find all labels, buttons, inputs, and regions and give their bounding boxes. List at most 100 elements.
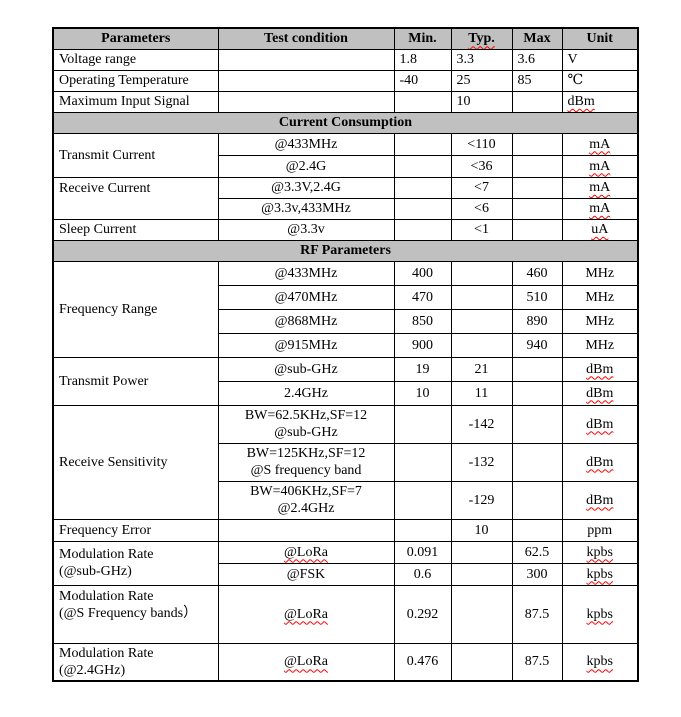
- table-cell: [393, 442, 452, 482]
- cell-text: @470MHz: [274, 289, 338, 305]
- cell-text: ppm: [587, 522, 613, 538]
- cell-text: -132: [468, 454, 495, 470]
- cell-text: @433MHz: [274, 136, 338, 152]
- column-header: Max: [511, 27, 563, 50]
- table-cell: @3.3V,2.4G: [217, 176, 395, 199]
- table-cell: 3.6: [511, 48, 563, 71]
- table-cell: mA: [561, 132, 639, 156]
- table-row: @915MHz 900 940 MHz: [53, 332, 639, 358]
- table-cell: Frequency Error: [52, 518, 219, 542]
- cell-text: 11: [474, 385, 489, 401]
- table-cell: @LoRa: [217, 584, 395, 644]
- table-cell: @FSK: [217, 562, 395, 586]
- table-cell: Modulation Rate (@2.4GHz): [52, 642, 219, 682]
- table-cell: [450, 642, 513, 682]
- column-header-label: Max: [523, 31, 551, 47]
- cell-text: MHz: [585, 313, 615, 329]
- table-row: @FSK 0.6 300 kpbs: [53, 562, 639, 586]
- table-cell: Transmit Current: [52, 132, 219, 178]
- table-cell: kpbs: [561, 642, 639, 682]
- table-cell: 890: [511, 308, 563, 334]
- cell-text: -129: [468, 492, 495, 508]
- table-cell: [450, 260, 513, 286]
- table-cell: Operating Temperature: [52, 69, 219, 92]
- table-cell: [393, 132, 452, 156]
- table-cell: Modulation Rate (@sub-GHz): [52, 540, 219, 586]
- table-cell: 2.4GHz: [217, 380, 395, 406]
- table-cell: Voltage range: [52, 48, 219, 71]
- table-cell: mA: [561, 154, 639, 178]
- cell-text: 85: [517, 73, 532, 88]
- cell-text: 87.5: [524, 654, 550, 670]
- cell-text: dBm: [586, 454, 614, 470]
- table-cell: Receive Sensitivity: [52, 404, 219, 520]
- table-cell: MHz: [561, 332, 639, 358]
- cell-text: <1: [474, 222, 489, 237]
- cell-text: 940: [526, 337, 548, 353]
- table-cell: [393, 480, 452, 520]
- cell-text: 19: [415, 361, 430, 377]
- table-cell: Receive Current: [52, 176, 219, 220]
- table-cell: 19: [393, 356, 452, 382]
- table-row: Transmit Current @433MHz <110 mA: [52, 132, 639, 178]
- cell-text: @915MHz: [274, 337, 338, 353]
- cell-text: <6: [474, 201, 489, 216]
- table-row: @3.3v,433MHz <6 mA: [53, 197, 639, 220]
- table-row: Frequency Range @433MHz 400 460 MHz: [52, 260, 639, 358]
- cell-text: @433MHz: [274, 265, 338, 281]
- cell-text: BW=125KHz,SF=12 @S frequency band: [246, 446, 366, 478]
- section-row: RF Parameters: [52, 239, 639, 262]
- cell-text: Frequency Error: [59, 522, 152, 538]
- table-cell: Maximum Input Signal: [52, 90, 219, 113]
- table-row: BW=125KHz,SF=12 @S frequency band -132 dBm: [53, 442, 639, 482]
- table-cell: [393, 176, 452, 199]
- table-cell: <110: [450, 132, 513, 156]
- table-cell: 10: [450, 518, 513, 542]
- table-cell: [450, 562, 513, 586]
- table-cell: [511, 404, 563, 444]
- table-cell: BW=125KHz,SF=12 @S frequency band: [217, 442, 395, 482]
- table-cell: dBm: [561, 380, 639, 406]
- table-cell: -129: [450, 480, 513, 520]
- cell-text: kpbs: [586, 654, 613, 670]
- table-cell: [217, 48, 395, 71]
- table-cell: 0.6: [393, 562, 452, 586]
- table-cell: kpbs: [561, 562, 639, 586]
- table-cell: [450, 332, 513, 358]
- table-cell: [393, 404, 452, 444]
- cell-text: @3.3v: [287, 222, 325, 237]
- table-row: Transmit Power @sub-GHz 19 21 dBm: [52, 356, 639, 406]
- table-cell: <36: [450, 154, 513, 178]
- table-cell: dBm: [561, 356, 639, 382]
- table-cell: 850: [393, 308, 452, 334]
- table-cell: mA: [561, 197, 639, 220]
- table-cell: @2.4G: [217, 154, 395, 178]
- cell-text: dBm: [586, 416, 614, 432]
- table-cell: [393, 518, 452, 542]
- table-cell: [511, 380, 563, 406]
- table-cell: @3.3v,433MHz: [217, 197, 395, 220]
- table-cell: MHz: [561, 284, 639, 310]
- table-cell: -142: [450, 404, 513, 444]
- table-cell: 62.5: [511, 540, 563, 564]
- table-cell: 0.476: [393, 642, 452, 682]
- cell-text: 0.476: [406, 654, 439, 670]
- cell-text: @2.4G: [285, 158, 327, 174]
- table-cell: [511, 480, 563, 520]
- cell-text: uA: [591, 222, 609, 237]
- table-cell: Frequency Range: [52, 260, 219, 358]
- table-cell: [450, 308, 513, 334]
- cell-text: <7: [474, 180, 489, 195]
- cell-text: Frequency Range: [59, 301, 158, 317]
- cell-text: Operating Temperature: [59, 73, 189, 88]
- cell-text: Voltage range: [59, 52, 137, 67]
- table-cell: 0.091: [393, 540, 452, 564]
- table-cell: Sleep Current: [52, 218, 219, 241]
- cell-text: ℃: [567, 73, 584, 88]
- cell-text: @868MHz: [274, 313, 338, 329]
- cell-text: BW=406KHz,SF=7 @2.4GHz: [250, 484, 362, 516]
- cell-text: 21: [474, 361, 489, 377]
- table-row: Modulation Rate (@S Frequency bands） @LoRa…: [52, 584, 639, 644]
- cell-text: -142: [468, 416, 495, 432]
